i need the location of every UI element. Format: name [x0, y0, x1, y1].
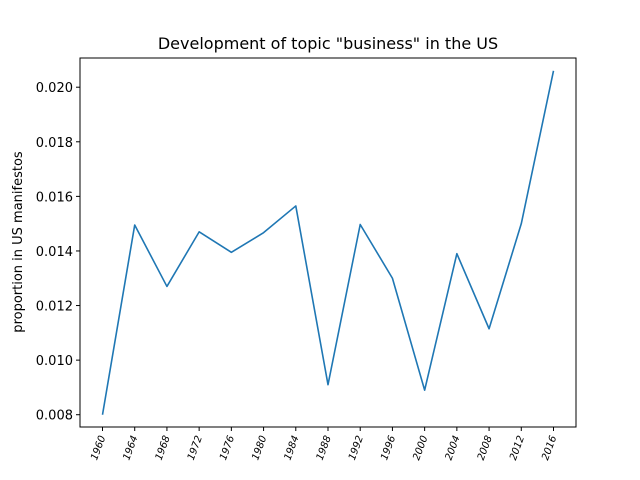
- x-tick-label: 2016: [540, 434, 559, 462]
- y-tick-label: 0.008: [36, 409, 73, 424]
- y-tick-label: 0.010: [36, 354, 73, 369]
- x-tick-label: 2012: [508, 434, 527, 462]
- x-tick-label: 1996: [379, 434, 398, 462]
- plot-frame: [79, 57, 577, 428]
- x-tick-label: 1980: [250, 434, 269, 462]
- y-tick-label: 0.020: [36, 81, 73, 96]
- y-axis-label: proportion in US manifestos: [11, 151, 26, 333]
- x-tick-label: 1988: [315, 434, 334, 462]
- x-tick-label: 1964: [121, 434, 140, 462]
- x-tick-label: 1976: [218, 434, 237, 462]
- series-group: [101, 70, 555, 415]
- y-tick-label: 0.018: [36, 136, 73, 151]
- x-axis-ticks: 1960 1964 1968 1972 1976 1980 1984 1988 1992 1996…: [89, 427, 559, 462]
- series-line: [101, 70, 555, 415]
- x-tick-label: 1972: [186, 434, 205, 462]
- x-tick-label: 1968: [154, 434, 173, 462]
- x-tick-label: 2008: [476, 434, 495, 462]
- x-tick-label: 1984: [283, 434, 302, 462]
- chart-title: Development of topic "business" in the U…: [158, 34, 498, 53]
- x-tick-label: 2004: [444, 434, 463, 462]
- y-tick-label: 0.012: [36, 300, 73, 315]
- x-tick-label: 1960: [89, 434, 108, 462]
- y-tick-label: 0.014: [36, 245, 73, 260]
- x-tick-label: 2000: [411, 434, 430, 462]
- x-tick-label: 1992: [347, 434, 366, 462]
- y-tick-label: 0.016: [36, 190, 73, 205]
- y-axis-ticks: 0.008 0.010 0.012 0.014 0.016 0.018 0.020: [36, 81, 80, 424]
